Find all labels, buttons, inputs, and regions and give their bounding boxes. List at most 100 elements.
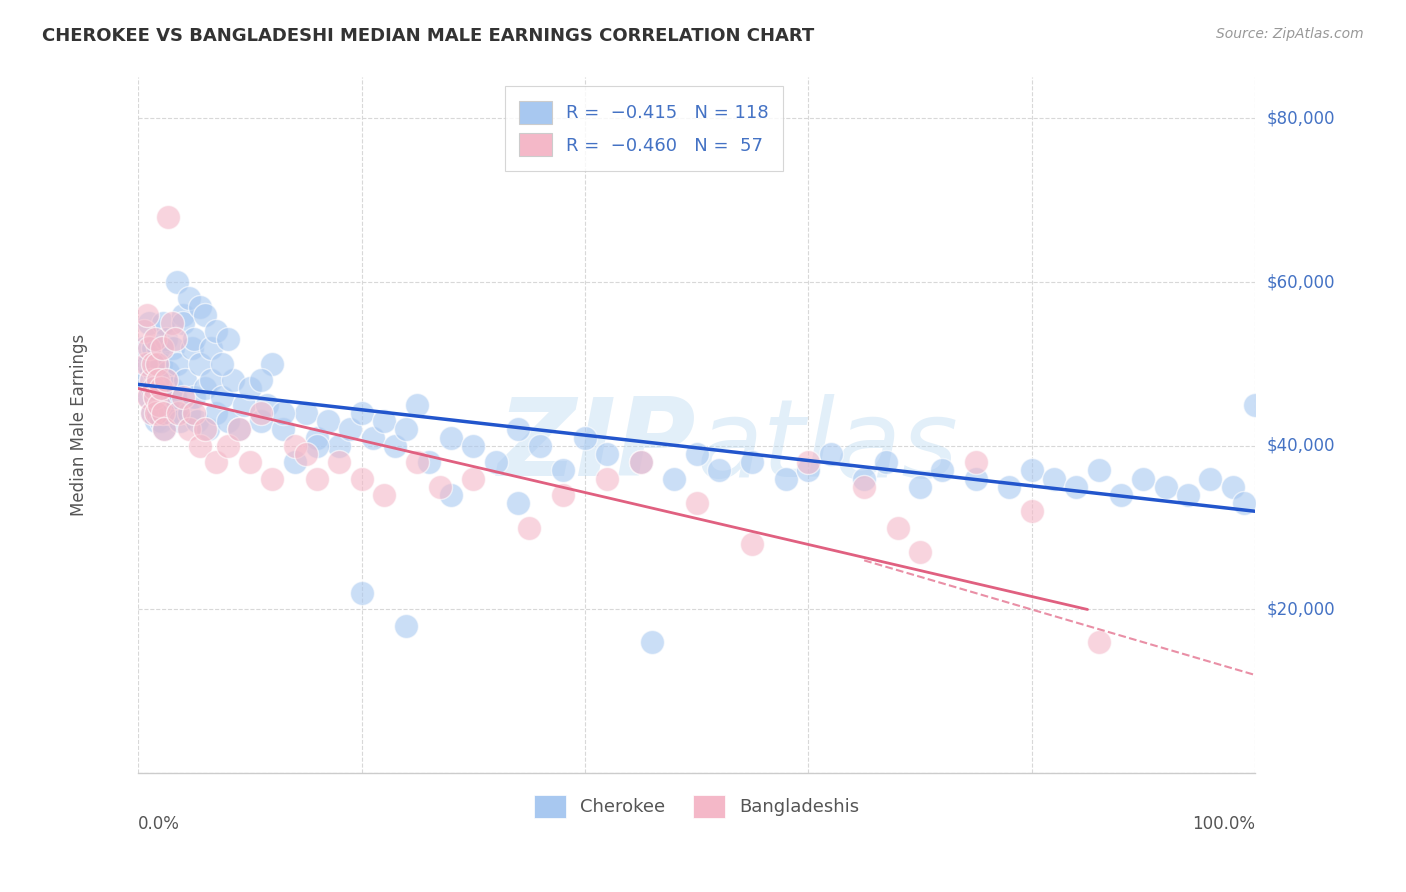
Point: [305, 431, 328, 445]
Point: [1021, 463, 1043, 477]
Point: [294, 447, 316, 461]
Point: [853, 480, 876, 494]
Point: [284, 455, 307, 469]
Point: [135, 357, 157, 371]
Point: [395, 619, 418, 633]
Point: [965, 471, 987, 485]
Point: [174, 373, 197, 387]
Point: [145, 406, 167, 420]
Point: [931, 463, 953, 477]
Point: [262, 471, 284, 485]
Point: [596, 447, 619, 461]
Point: [205, 455, 228, 469]
Text: CHEROKEE VS BANGLADESHI MEDIAN MALE EARNINGS CORRELATION CHART: CHEROKEE VS BANGLADESHI MEDIAN MALE EARN…: [42, 27, 814, 45]
Point: [186, 414, 208, 428]
Point: [132, 341, 155, 355]
Point: [153, 422, 176, 436]
Point: [463, 471, 485, 485]
Point: [250, 414, 273, 428]
Point: [172, 316, 194, 330]
Point: [143, 390, 166, 404]
Point: [169, 414, 191, 428]
Point: [188, 300, 211, 314]
Point: [741, 455, 763, 469]
Point: [177, 406, 200, 420]
Point: [1087, 463, 1109, 477]
Text: Median Male Earnings: Median Male Earnings: [70, 334, 89, 516]
Point: [159, 406, 181, 420]
Point: [775, 471, 797, 485]
Point: [183, 332, 205, 346]
Text: Source: ZipAtlas.com: Source: ZipAtlas.com: [1216, 27, 1364, 41]
Point: [211, 390, 233, 404]
Point: [166, 357, 188, 371]
Point: [886, 521, 908, 535]
Point: [228, 422, 250, 436]
Point: [183, 406, 205, 420]
Point: [157, 210, 180, 224]
Point: [1087, 635, 1109, 649]
Point: [152, 406, 174, 420]
Point: [149, 382, 172, 396]
Text: 100.0%: 100.0%: [1192, 815, 1256, 833]
Point: [506, 422, 529, 436]
Point: [1021, 504, 1043, 518]
Point: [685, 496, 707, 510]
Point: [350, 586, 373, 600]
Point: [1222, 480, 1244, 494]
Point: [200, 373, 222, 387]
Point: [373, 414, 395, 428]
Point: [305, 471, 328, 485]
Point: [139, 373, 162, 387]
Point: [145, 414, 167, 428]
Point: [641, 635, 664, 649]
Point: [529, 439, 551, 453]
Point: [148, 382, 170, 396]
Point: [630, 455, 652, 469]
Point: [142, 341, 165, 355]
Text: $40,000: $40,000: [1267, 437, 1334, 455]
Point: [217, 332, 239, 346]
Point: [262, 357, 284, 371]
Point: [148, 398, 170, 412]
Point: [136, 357, 159, 371]
Text: $20,000: $20,000: [1267, 600, 1334, 618]
Point: [373, 488, 395, 502]
Point: [160, 382, 183, 396]
Point: [188, 357, 211, 371]
Point: [166, 275, 188, 289]
Point: [177, 422, 200, 436]
Point: [160, 316, 183, 330]
Point: [1199, 471, 1222, 485]
Point: [200, 341, 222, 355]
Point: [339, 422, 361, 436]
Point: [418, 455, 440, 469]
Point: [142, 365, 165, 379]
Point: [148, 406, 170, 420]
Point: [361, 431, 384, 445]
Point: [741, 537, 763, 551]
Point: [222, 373, 245, 387]
Point: [177, 292, 200, 306]
Point: [167, 406, 190, 420]
Point: [141, 382, 163, 396]
Text: $80,000: $80,000: [1267, 110, 1334, 128]
Point: [194, 308, 217, 322]
Point: [211, 357, 233, 371]
Point: [143, 390, 166, 404]
Point: [135, 373, 157, 387]
Point: [1177, 488, 1199, 502]
Point: [194, 422, 217, 436]
Point: [250, 406, 273, 420]
Point: [876, 455, 898, 469]
Point: [197, 422, 219, 436]
Point: [153, 373, 176, 387]
Point: [217, 439, 239, 453]
Point: [1244, 398, 1267, 412]
Point: [707, 463, 730, 477]
Point: [395, 422, 418, 436]
Point: [440, 488, 463, 502]
Point: [138, 316, 160, 330]
Point: [239, 382, 262, 396]
Point: [152, 316, 174, 330]
